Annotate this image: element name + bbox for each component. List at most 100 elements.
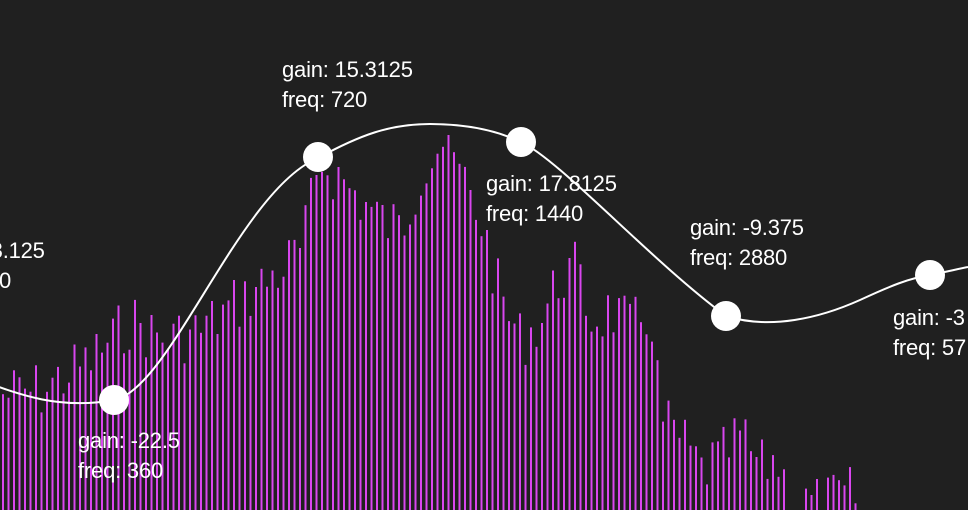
- spectrum-bar: [557, 298, 560, 510]
- spectrum-bar: [183, 363, 186, 510]
- spectrum-bar: [13, 370, 15, 510]
- spectrum-bar: [491, 293, 494, 510]
- spectrum-bar: [18, 377, 21, 510]
- spectrum-bar: [552, 270, 554, 510]
- spectrum-bar: [563, 297, 565, 510]
- spectrum-bar: [101, 352, 103, 510]
- spectrum-bar: [332, 199, 334, 510]
- spectrum-bar: [161, 342, 164, 510]
- eq-band-handle-4[interactable]: [506, 127, 536, 157]
- spectrum-bar: [673, 419, 675, 510]
- eq-band-handle-5[interactable]: [711, 301, 741, 331]
- spectrum-bar: [348, 188, 351, 510]
- spectrum-bar: [57, 366, 59, 510]
- spectrum-bar: [123, 353, 125, 510]
- spectrum-bar: [805, 488, 807, 510]
- eq-band-label-5: gain: -9.375 freq: 2880: [690, 213, 804, 273]
- spectrum-bar: [370, 206, 373, 510]
- spectrum-bar: [128, 349, 131, 510]
- spectrum-bar: [90, 370, 92, 510]
- spectrum-bar: [458, 163, 461, 510]
- spectrum-bar: [145, 357, 147, 510]
- spectrum-bar: [651, 341, 653, 510]
- spectrum-bar: [684, 419, 686, 510]
- spectrum-bar: [728, 457, 730, 510]
- spectrum-bar: [678, 437, 681, 510]
- spectrum-bar: [777, 476, 780, 510]
- eq-band-handle-6[interactable]: [915, 260, 945, 290]
- spectrum-bar: [502, 296, 505, 510]
- spectrum-bar: [783, 469, 785, 510]
- spectrum-bar: [46, 391, 48, 510]
- spectrum-bar: [431, 168, 433, 510]
- spectrum-bar: [178, 315, 180, 510]
- freq-readout: freq: 57: [893, 335, 967, 360]
- spectrum-bar: [827, 477, 829, 510]
- spectrum-bar: [365, 202, 367, 510]
- spectrum-bar: [535, 346, 538, 510]
- spectrum-bar: [156, 332, 158, 510]
- gain-readout: gain: -9.375: [690, 215, 804, 240]
- spectrum-bar: [508, 321, 510, 510]
- spectrum-bar: [233, 280, 235, 510]
- spectrum-bar: [442, 146, 444, 510]
- spectrum-bar: [546, 303, 549, 510]
- spectrum-bar: [574, 241, 576, 510]
- spectrum-bar: [453, 152, 455, 510]
- spectrum-bar: [596, 326, 598, 510]
- spectrum-bar: [293, 239, 296, 510]
- spectrum-bar: [381, 205, 384, 510]
- spectrum-bar: [288, 240, 290, 510]
- spectrum-bar: [167, 348, 169, 510]
- freq-readout: freq: 180: [0, 268, 12, 293]
- spectrum-bar: [29, 391, 32, 510]
- spectrum-bar: [662, 421, 664, 510]
- spectrum-bar: [656, 360, 659, 510]
- eq-band-handle-3[interactable]: [303, 142, 333, 172]
- freq-readout: freq: 720: [282, 87, 368, 112]
- freq-readout: freq: 2880: [690, 245, 788, 270]
- spectrum-bar: [150, 315, 153, 510]
- spectrum-bar: [139, 323, 142, 510]
- spectrum-bar: [568, 258, 571, 510]
- spectrum-bar: [200, 332, 202, 510]
- spectrum-bar: [590, 331, 593, 510]
- spectrum-bar: [464, 166, 466, 510]
- spectrum-bar: [244, 281, 246, 510]
- spectrum-bar: [211, 301, 213, 510]
- spectrum-bar: [733, 418, 736, 510]
- spectrum-bar: [277, 287, 279, 510]
- spectrum-bar: [816, 479, 818, 510]
- spectrum-bar: [585, 315, 587, 510]
- spectrum-bar: [711, 442, 714, 510]
- spectrum-bar: [607, 295, 609, 510]
- spectrum-bar: [134, 299, 136, 510]
- gain-readout: gain: 13.125: [0, 238, 45, 263]
- spectrum-bar: [420, 195, 422, 510]
- eq-handles[interactable]: [99, 127, 945, 415]
- spectrum-bar: [706, 484, 708, 510]
- spectrum-bar: [62, 393, 65, 510]
- spectrum-bar: [843, 485, 846, 510]
- spectrum-bar: [772, 455, 774, 510]
- spectrum-bar: [343, 179, 345, 510]
- spectrum-bar: [95, 334, 98, 510]
- spectrum-bar: [409, 224, 411, 510]
- gain-readout: gain: 15.3125: [282, 57, 413, 82]
- spectrum-bar: [84, 347, 87, 510]
- spectrum-bar: [68, 382, 70, 510]
- spectrum-bar: [849, 467, 851, 510]
- eq-band-handle-2[interactable]: [99, 385, 129, 415]
- spectrum-bar: [524, 364, 527, 510]
- eq-band-label-4: gain: 17.8125 freq: 1440: [486, 169, 617, 229]
- spectrum-bar: [106, 342, 109, 510]
- spectrum-bar: [838, 480, 840, 510]
- spectrum-bar: [315, 175, 318, 510]
- spectrum-bar: [513, 323, 516, 510]
- spectrum-bar: [634, 296, 637, 510]
- spectrum-bar: [695, 446, 697, 510]
- spectrum-bar: [189, 329, 191, 510]
- spectrum-bar: [271, 270, 274, 510]
